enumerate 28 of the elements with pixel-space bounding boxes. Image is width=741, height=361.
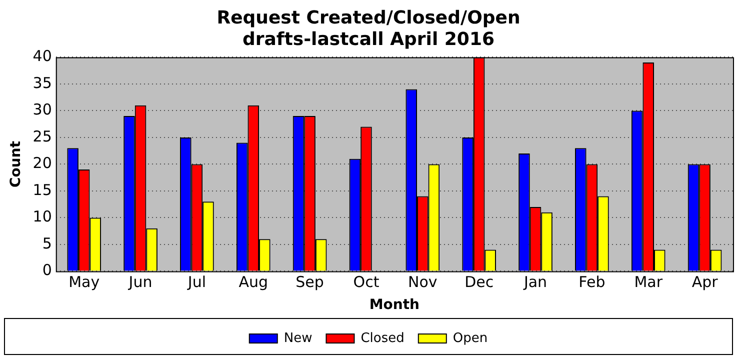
x-tick-label: Nov <box>408 273 438 292</box>
x-tick-label: Jul <box>186 273 206 292</box>
y-tick-label: 30 <box>32 100 52 119</box>
legend-label: Open <box>452 330 488 346</box>
x-axis-title: Month <box>369 297 420 314</box>
chart-title: Request Created/Closed/Open <box>216 7 520 28</box>
x-tick-label: Sep <box>296 273 324 292</box>
y-tick-label: 35 <box>32 74 52 92</box>
chart-subtitle: drafts-lastcall April 2016 <box>242 29 494 50</box>
y-axis-title: Count <box>8 140 24 188</box>
legend-label: Closed <box>360 330 404 346</box>
x-tick-label: Feb <box>578 273 606 292</box>
x-tick-label: May <box>68 273 100 292</box>
y-tick-label: 0 <box>42 261 52 280</box>
y-tick-label: 10 <box>32 208 52 226</box>
x-tick-label: Jan <box>522 273 548 292</box>
x-tick-label: Dec <box>464 273 494 292</box>
y-tick-label: 5 <box>42 234 52 252</box>
y-tick-label: 20 <box>32 154 52 172</box>
y-tick-label: 40 <box>32 47 52 66</box>
x-tick-label: Jun <box>128 273 152 292</box>
y-tick-label: 15 <box>32 180 52 199</box>
x-tick-label: Oct <box>353 273 380 292</box>
y-tick-label: 25 <box>32 127 52 146</box>
x-tick-label: Aug <box>238 273 268 292</box>
x-tick-label: Apr <box>692 273 719 292</box>
x-tick-label: Mar <box>634 273 664 292</box>
legend-label: New <box>284 330 313 346</box>
